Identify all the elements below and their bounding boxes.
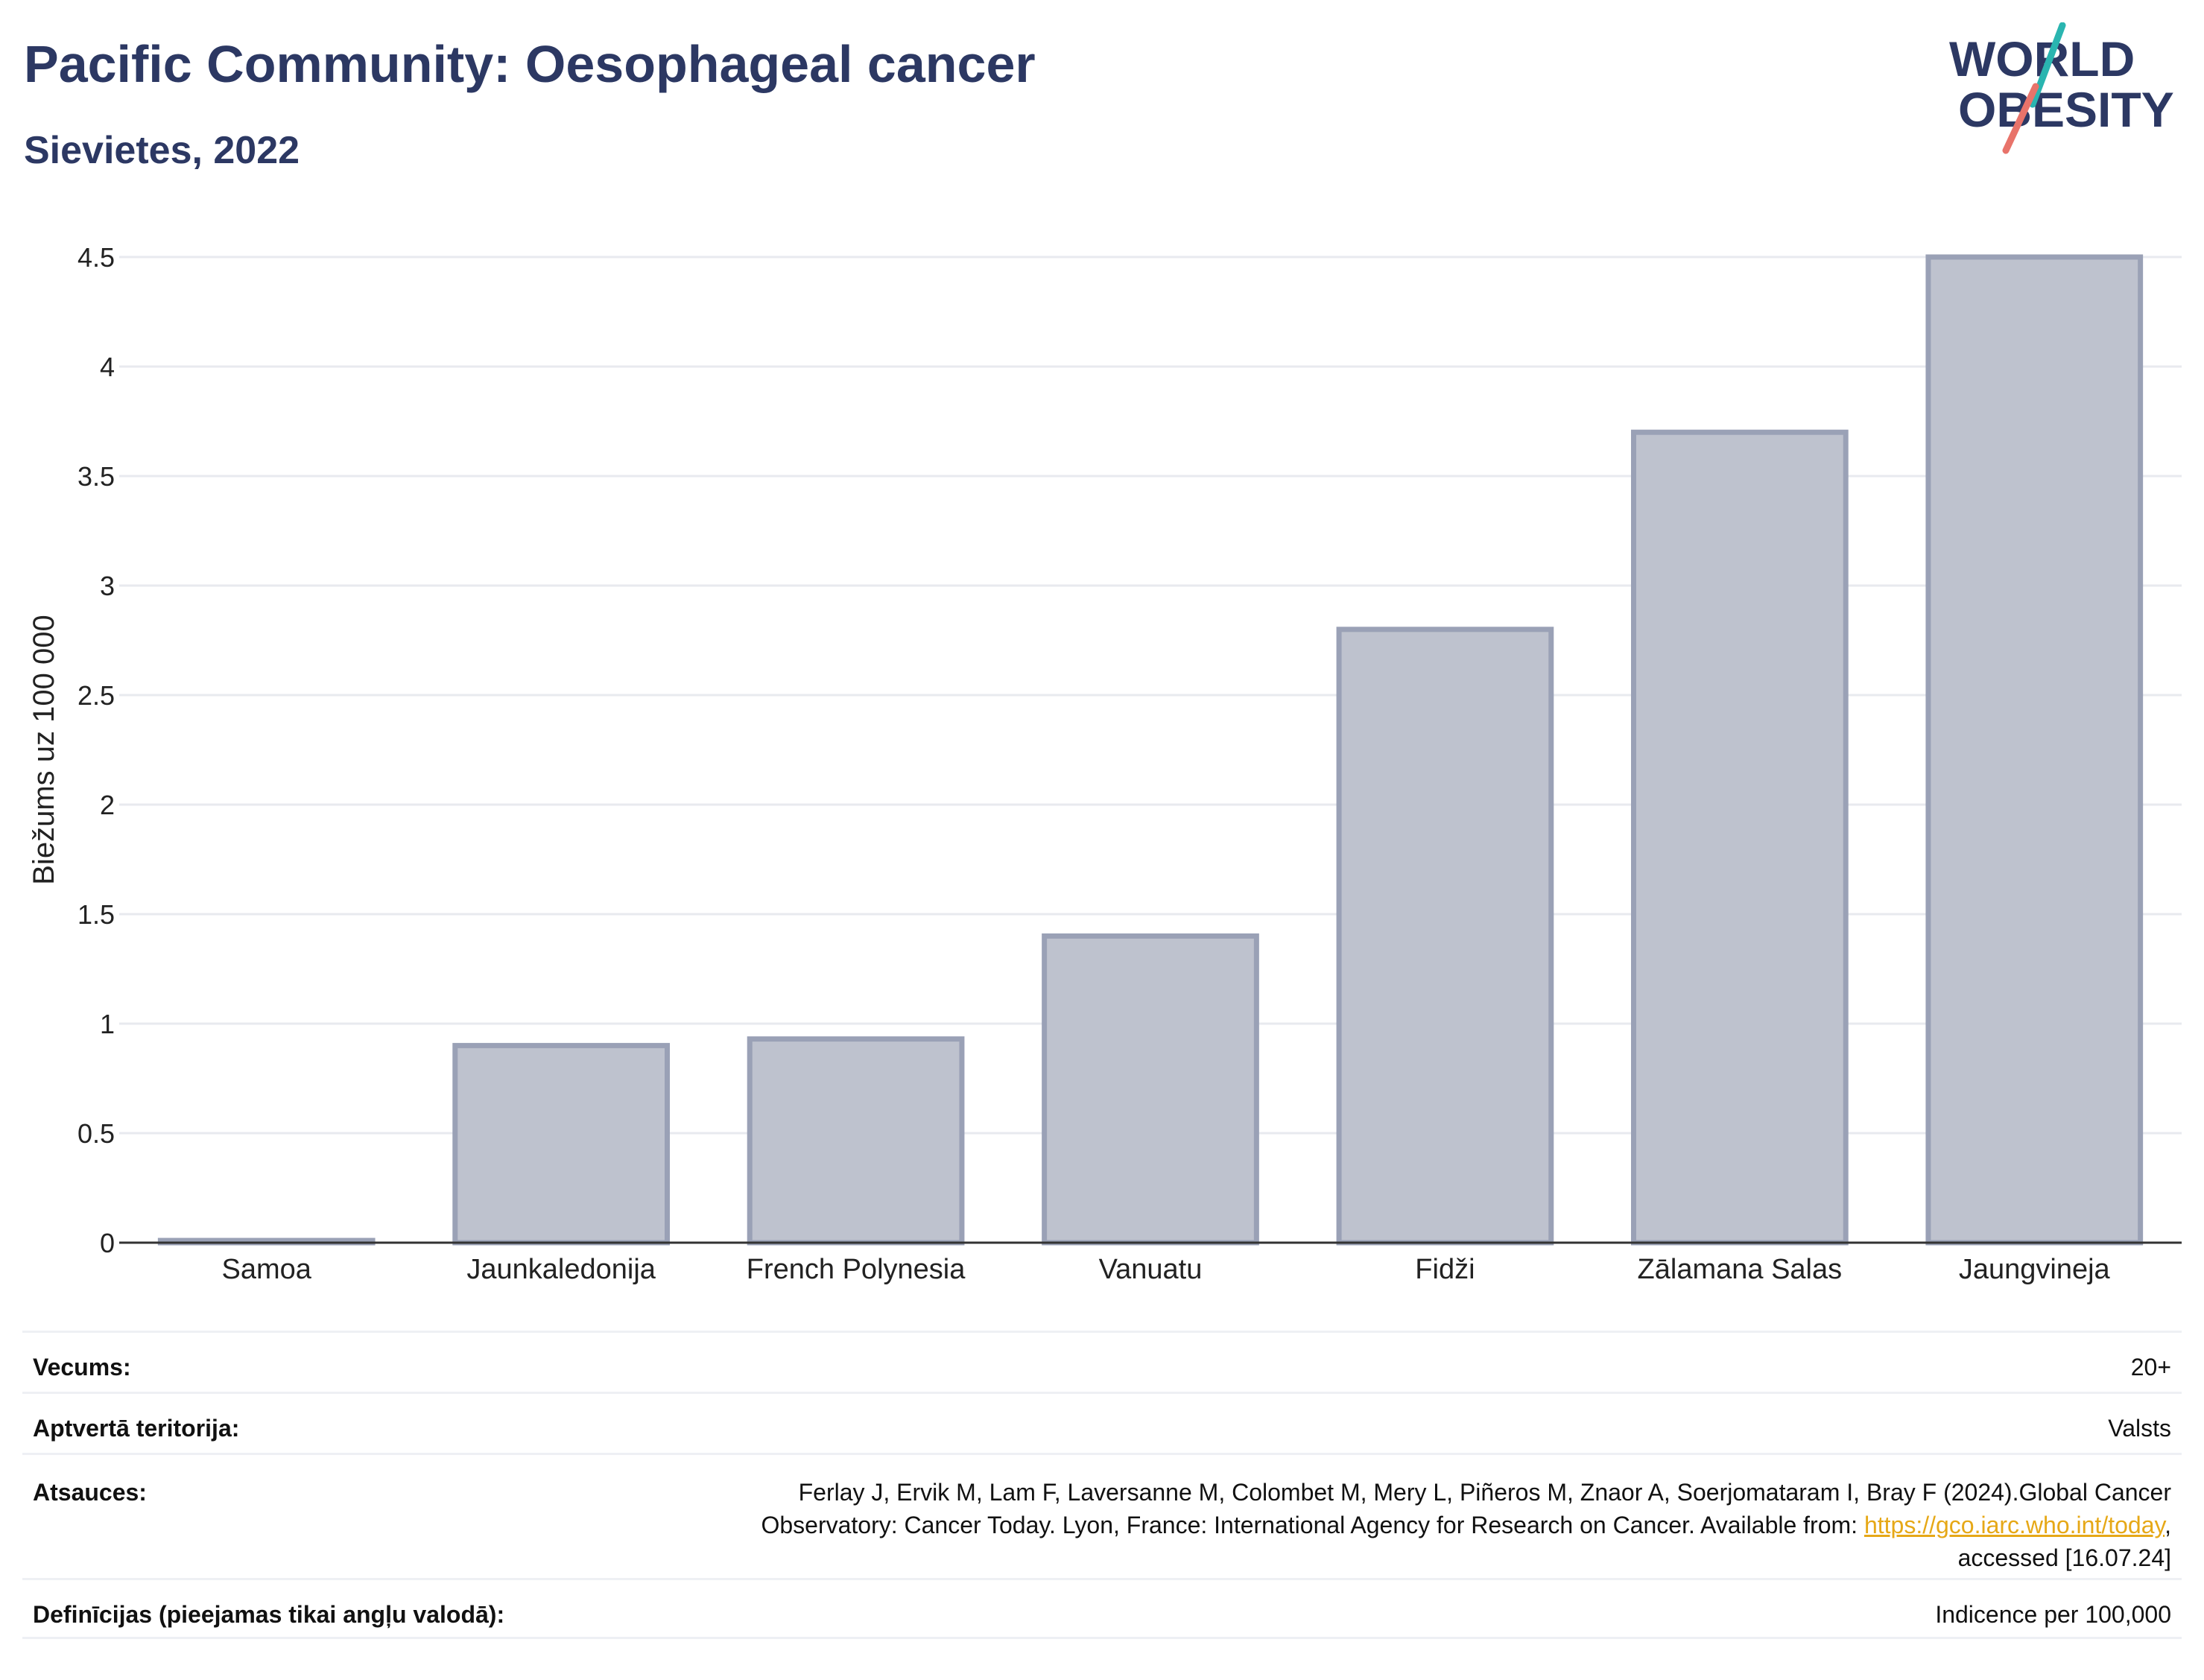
y-tick-label: 0.5 (77, 1118, 115, 1149)
logo-text-obesity: OBESITY (1958, 82, 2174, 137)
x-tick-label: Jaunkaledonija (466, 1254, 656, 1285)
y-tick-label: 2 (100, 790, 115, 820)
definitions-label: Definīcijas (pieejamas tikai angļu valod… (33, 1601, 505, 1628)
bar[interactable] (1336, 627, 1554, 1246)
chart-subtitle: Sievietes, 2022 (24, 129, 300, 172)
y-tick-label: 2.5 (77, 680, 115, 711)
references-line-2: Observatory: Cancer Today. Lyon, France:… (761, 1509, 2171, 1541)
references-line-2-text: Observatory: Cancer Today. Lyon, France:… (761, 1512, 1864, 1538)
x-tick-label: Samoa (222, 1254, 312, 1285)
bar[interactable] (1042, 933, 1259, 1246)
bar-chart: 0 0.5 1 1.5 2 2.5 3 3.5 4 4.5 Samoa Jaunkaledonija… (28, 242, 2182, 1285)
meta-row-references: Atsauces: Ferlay J, Ervik M, Lam F, Lave… (22, 1453, 2182, 1578)
world-obesity-logo: WORLD OBESITY (1949, 22, 2174, 154)
y-tick-label: 3 (100, 571, 115, 601)
references-label: Atsauces: (33, 1479, 147, 1506)
coverage-label: Aptvertā teritorija: (33, 1415, 240, 1442)
logo-slash-coral (2002, 83, 2039, 154)
x-tick-labels: Samoa Jaunkaledonija French Polynesia Vanua… (222, 1254, 2111, 1285)
y-tick-label: 0 (100, 1228, 115, 1258)
y-tick-label: 1 (100, 1009, 115, 1039)
x-tick-label: Fidži (1415, 1254, 1475, 1285)
references-value: Ferlay J, Ervik M, Lam F, Laversanne M, … (761, 1476, 2171, 1574)
y-tick-label: 1.5 (77, 899, 115, 930)
references-link[interactable]: https://gco.iarc.who.int/today (1863, 1512, 2165, 1538)
y-tick-label: 4 (100, 352, 115, 382)
bar[interactable] (747, 1036, 965, 1246)
definitions-value: Indicence per 100,000 (1935, 1601, 2171, 1628)
meta-row-age: Vecums: 20+ (22, 1331, 2182, 1392)
metadata-table: Vecums: 20+ Aptvertā teritorija: Valsts … (22, 1331, 2182, 1639)
x-tick-label: French Polynesia (747, 1254, 966, 1285)
y-tick-labels: 0 0.5 1 1.5 2 2.5 3 3.5 4 4.5 (77, 242, 115, 1258)
meta-row-definitions: Definīcijas (pieejamas tikai angļu valod… (22, 1578, 2182, 1639)
y-tick-label: 3.5 (77, 461, 115, 492)
references-line-3: accessed [16.07.24] (1957, 1544, 2171, 1571)
x-tick-label: Vanuatu (1099, 1254, 1203, 1285)
bar[interactable] (452, 1042, 670, 1246)
references-line-2-post: , (2165, 1512, 2171, 1538)
age-label: Vecums: (33, 1354, 131, 1381)
chart-title: Pacific Community: Oesophageal cancer (24, 35, 1036, 93)
meta-row-coverage: Aptvertā teritorija: Valsts (22, 1392, 2182, 1453)
x-tick-label: Jaungvineja (1959, 1254, 2111, 1285)
y-axis-label: Biežums uz 100 000 (28, 615, 60, 884)
bar[interactable] (1631, 429, 1849, 1246)
bar[interactable] (1925, 254, 2144, 1246)
x-tick-label: Zālamana Salas (1638, 1254, 1843, 1285)
age-value: 20+ (2130, 1354, 2171, 1381)
references-line-1: Ferlay J, Ervik M, Lam F, Laversanne M, … (798, 1479, 2171, 1506)
y-tick-label: 4.5 (77, 242, 115, 273)
bars (157, 254, 2144, 1246)
logo-slash-teal (2029, 22, 2066, 108)
coverage-value: Valsts (2108, 1415, 2171, 1442)
